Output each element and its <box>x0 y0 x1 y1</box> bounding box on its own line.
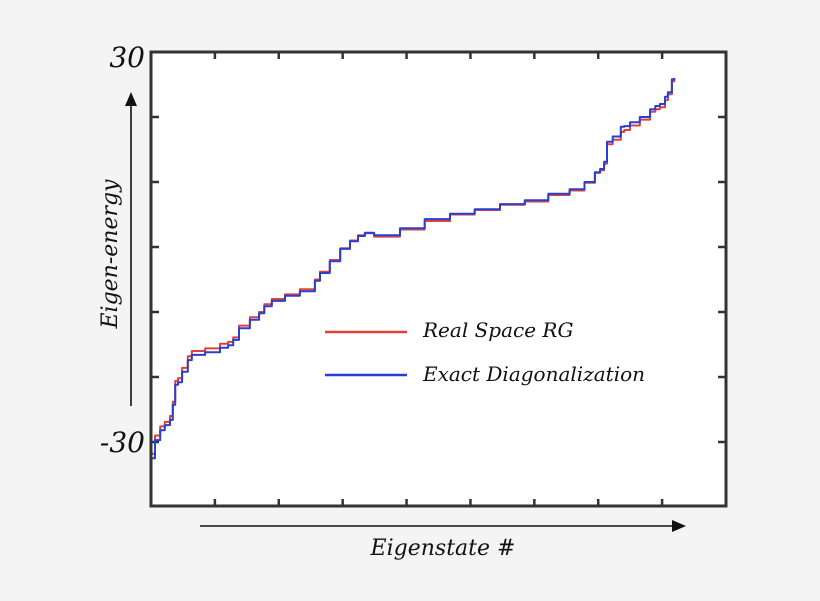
y-tick-label-top: 30 <box>109 41 145 74</box>
data-series <box>151 78 676 460</box>
series-exact-diagonalization <box>151 78 676 460</box>
y-tick-label-bottom: -30 <box>100 426 145 459</box>
arrow-right-icon <box>672 520 686 532</box>
legend-label-real-space-rg: Real Space RG <box>422 318 573 342</box>
legend: Real Space RG Exact Diagonalization <box>325 318 645 386</box>
y-axis-title: Eigen-energy <box>98 179 123 330</box>
plot-frame <box>149 50 728 508</box>
arrow-up-icon <box>125 92 137 106</box>
legend-label-exact-diagonalization: Exact Diagonalization <box>422 362 645 386</box>
x-axis-title: Eigenstate # <box>370 536 516 561</box>
